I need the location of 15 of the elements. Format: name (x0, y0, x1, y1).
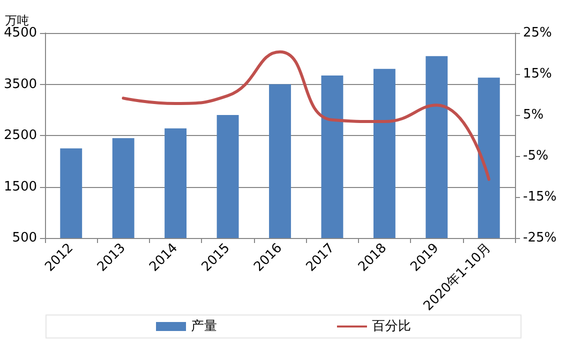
y2-tick-label: -15% (523, 190, 557, 204)
y2-tick-label: 15% (523, 66, 552, 82)
line-series (122, 50, 490, 181)
y-tick-label: 4500 (4, 26, 37, 40)
y2-tick-label: -25% (523, 230, 557, 246)
y-axis-title: 万吨 (5, 14, 29, 28)
y-tick-label: 500 (12, 230, 37, 246)
y2-tick-label: 25% (523, 26, 552, 40)
y-tick-label: 1500 (4, 179, 37, 194)
legend-label: 产量 (191, 319, 217, 334)
y2-tick-label: 5% (523, 108, 544, 122)
legend-label: 百分比 (372, 319, 411, 334)
y-tick-label: 3500 (4, 76, 37, 92)
y-tick-label: 2500 (4, 128, 37, 143)
y2-tick-label: -5% (523, 148, 548, 164)
